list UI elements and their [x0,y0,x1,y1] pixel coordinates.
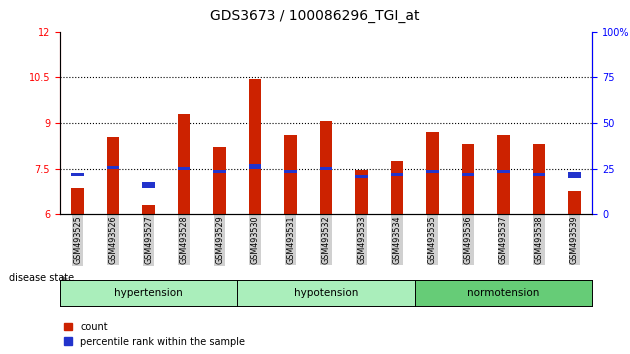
Bar [284,170,297,173]
Bar [497,135,510,214]
Bar [249,79,261,214]
Bar [178,114,190,214]
Bar [533,144,545,214]
Text: hypotension: hypotension [294,288,358,298]
Bar [214,147,226,214]
Bar [391,173,403,176]
Bar [214,170,226,173]
Bar [462,173,474,176]
Legend: count, percentile rank within the sample: count, percentile rank within the sample [60,318,249,350]
Bar [497,170,510,173]
Bar [320,167,332,170]
Bar [391,161,403,214]
Bar [320,121,332,214]
Bar [568,192,581,214]
Bar [533,173,545,176]
Text: normotension: normotension [467,288,540,298]
Bar [107,137,119,214]
Bar [568,172,581,178]
Bar [355,170,368,214]
Bar [71,173,84,176]
Bar [284,135,297,214]
Bar [355,175,368,178]
Bar [427,170,438,173]
Bar [178,167,190,170]
Text: disease state: disease state [9,273,74,283]
Bar [249,164,261,169]
Bar [427,132,438,214]
Bar [142,205,155,214]
Bar [107,166,119,169]
Text: hypertension: hypertension [114,288,183,298]
Bar [71,188,84,214]
Bar [462,144,474,214]
Bar [142,182,155,188]
Text: GDS3673 / 100086296_TGI_at: GDS3673 / 100086296_TGI_at [210,9,420,23]
